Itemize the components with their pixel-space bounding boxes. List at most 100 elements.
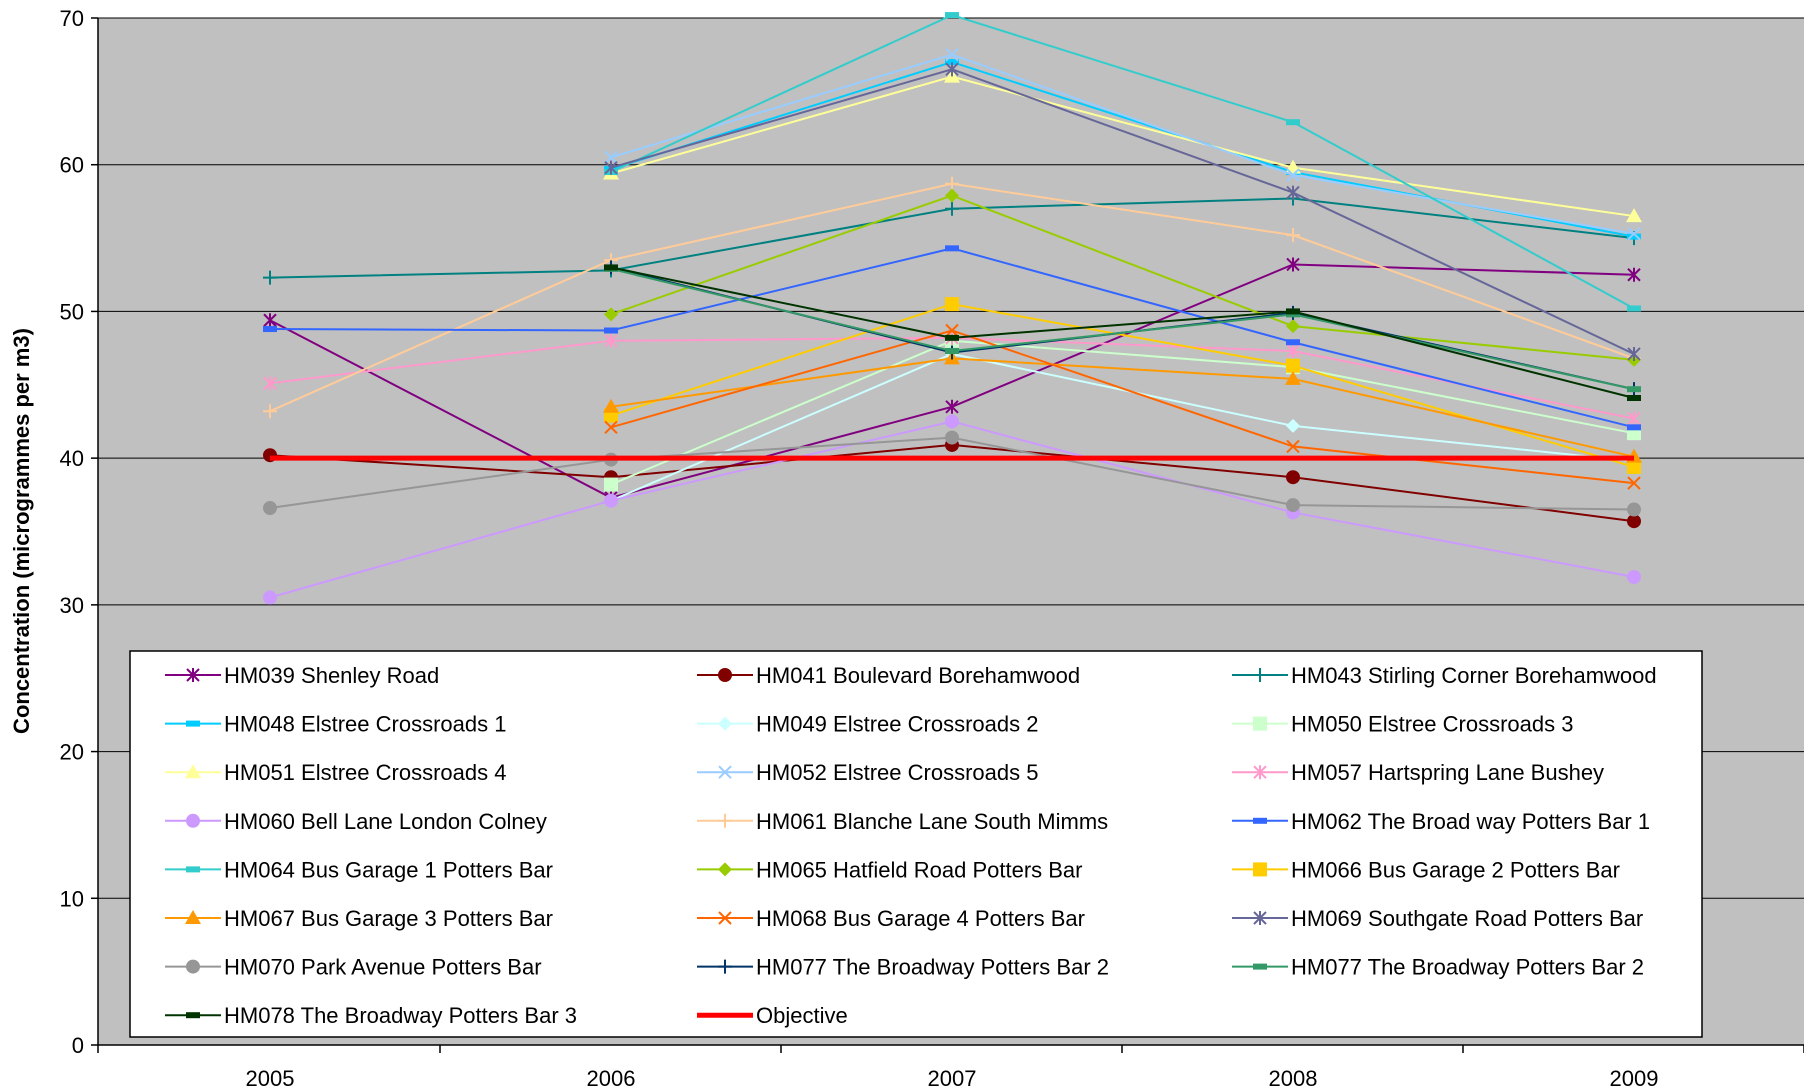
series-9 bbox=[263, 414, 1641, 605]
axes: 0 10 20 30 40 50 60 70 2005 2006 2007 2008 2009 bbox=[60, 6, 1804, 1091]
legend-swatch-marker bbox=[186, 1012, 200, 1019]
series-group bbox=[263, 12, 1642, 605]
series-13 bbox=[604, 188, 1641, 367]
legend-item: HM052 Elstree Crossroads 5 bbox=[697, 760, 1038, 785]
legend-swatch-marker bbox=[186, 959, 200, 974]
data-point bbox=[945, 59, 959, 66]
legend-item: HM067 Bus Garage 3 Potters Bar bbox=[165, 906, 553, 931]
data-point bbox=[1286, 344, 1300, 359]
x-tick-label: 2006 bbox=[587, 1066, 636, 1091]
series-line bbox=[610, 352, 1635, 502]
legend-item: HM060 Bell Lane London Colney bbox=[165, 809, 547, 834]
data-point bbox=[1627, 514, 1641, 529]
data-point bbox=[945, 201, 959, 216]
legend-label: HM065 Hatfield Road Potters Bar bbox=[756, 857, 1083, 882]
legend-box bbox=[129, 650, 1703, 1038]
legend-label: Objective bbox=[756, 1003, 848, 1028]
data-point bbox=[1286, 319, 1300, 334]
legend-label: HM060 Bell Lane London Colney bbox=[224, 809, 547, 834]
data-point bbox=[263, 376, 277, 391]
legend-label: HM048 Elstree Crossroads 1 bbox=[224, 712, 506, 737]
data-point bbox=[263, 590, 277, 605]
y-axis-title: Concentration (microgrammes per m3) bbox=[9, 328, 34, 734]
series-line bbox=[610, 13, 1635, 310]
legend-swatch-marker bbox=[186, 668, 200, 682]
y-tick-label: 0 bbox=[72, 1033, 84, 1058]
data-point bbox=[945, 297, 959, 312]
data-point bbox=[1627, 502, 1641, 517]
data-point bbox=[1286, 439, 1300, 454]
legend-item: HM043 Stirling Corner Borehamwood bbox=[1232, 663, 1657, 688]
data-point bbox=[1286, 418, 1300, 433]
legend-label: HM051 Elstree Crossroads 4 bbox=[224, 760, 506, 785]
data-point bbox=[1627, 569, 1641, 584]
legend-item: HM066 Bus Garage 2 Potters Bar bbox=[1232, 857, 1620, 882]
data-point bbox=[604, 477, 618, 492]
data-point bbox=[945, 430, 959, 445]
legend-swatch-marker bbox=[718, 959, 732, 974]
data-point bbox=[1627, 386, 1641, 393]
series-line bbox=[610, 68, 1635, 355]
data-point bbox=[945, 414, 959, 429]
data-point bbox=[945, 245, 959, 252]
data-point bbox=[263, 326, 277, 333]
legend-label: HM078 The Broadway Potters Bar 3 bbox=[224, 1003, 577, 1028]
legend-label: HM077 The Broadway Potters Bar 2 bbox=[756, 955, 1109, 980]
data-point bbox=[1627, 233, 1641, 240]
legend-item: HM050 Elstree Crossroads 3 bbox=[1232, 712, 1573, 737]
series-line bbox=[610, 303, 1635, 468]
series-11 bbox=[263, 245, 1641, 431]
legend-label: HM041 Boulevard Borehamwood bbox=[756, 663, 1080, 688]
data-point bbox=[1627, 424, 1641, 431]
x-tick-label: 2008 bbox=[1269, 1066, 1318, 1091]
y-tick-label: 30 bbox=[60, 593, 84, 618]
data-point bbox=[945, 348, 959, 355]
data-point bbox=[1286, 228, 1300, 243]
legend-item: HM078 The Broadway Potters Bar 3 bbox=[165, 1003, 577, 1028]
data-point bbox=[1627, 394, 1641, 401]
x-tick-label: 2005 bbox=[246, 1066, 295, 1091]
series-line bbox=[610, 357, 1635, 458]
legend-label: HM067 Bus Garage 3 Potters Bar bbox=[224, 906, 553, 931]
legend-swatch-marker bbox=[186, 720, 200, 727]
legend-swatch-marker bbox=[185, 910, 201, 924]
data-point bbox=[945, 323, 959, 338]
legend-swatch-marker bbox=[1253, 911, 1267, 925]
legend-label: HM039 Shenley Road bbox=[224, 663, 439, 688]
legend-item: HM039 Shenley Road bbox=[165, 663, 439, 688]
data-point bbox=[1286, 168, 1300, 182]
data-point bbox=[604, 420, 618, 435]
legend-item: HM057 Hartspring Lane Bushey bbox=[1232, 760, 1604, 785]
legend-item: HM049 Elstree Crossroads 2 bbox=[697, 712, 1038, 737]
series-14 bbox=[604, 297, 1641, 474]
data-point bbox=[604, 327, 618, 334]
data-point bbox=[945, 176, 959, 191]
series-line bbox=[610, 75, 1635, 218]
y-tick-label: 60 bbox=[60, 153, 84, 178]
data-point bbox=[1626, 208, 1642, 223]
legend-item: HM061 Blanche Lane South Mimms bbox=[697, 809, 1108, 834]
legend-swatch-marker bbox=[186, 813, 200, 828]
x-tick-label: 2007 bbox=[928, 1066, 977, 1091]
series-line bbox=[610, 267, 1635, 391]
data-point bbox=[1286, 339, 1300, 346]
data-point bbox=[1286, 185, 1300, 200]
data-point bbox=[263, 501, 277, 516]
series-7 bbox=[604, 47, 1641, 241]
legend-item: HM048 Elstree Crossroads 1 bbox=[165, 712, 506, 737]
legend-swatch-marker bbox=[718, 668, 732, 682]
legend-swatch-marker bbox=[186, 866, 200, 873]
legend-label: HM061 Blanche Lane South Mimms bbox=[756, 809, 1108, 834]
y-tick-label: 50 bbox=[60, 299, 84, 324]
legend-swatch-marker bbox=[1253, 716, 1267, 731]
data-point bbox=[604, 264, 618, 271]
data-point bbox=[604, 160, 618, 175]
data-point bbox=[945, 47, 959, 62]
legend-item: HM077 The Broadway Potters Bar 2 bbox=[697, 955, 1109, 980]
legend-label: HM064 Bus Garage 1 Potters Bar bbox=[224, 857, 553, 882]
legend-item: HM069 Southgate Road Potters Bar bbox=[1232, 906, 1643, 931]
legend-label: HM049 Elstree Crossroads 2 bbox=[756, 712, 1038, 737]
data-point bbox=[945, 62, 959, 77]
legend-item: HM041 Boulevard Borehamwood bbox=[697, 663, 1080, 688]
